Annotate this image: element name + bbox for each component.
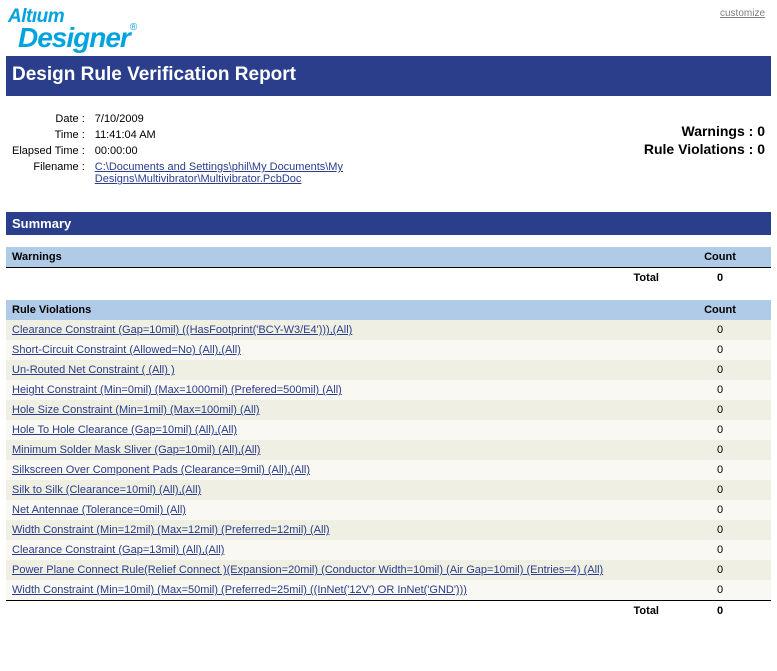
- table-row: Clearance Constraint (Gap=13mil) (All),(…: [6, 540, 771, 560]
- rule-link[interactable]: Hole To Hole Clearance (Gap=10mil) (All)…: [12, 424, 237, 436]
- summary-section-title: Summary: [6, 212, 771, 235]
- altium-logo: Altıum Designer®: [6, 6, 136, 54]
- warnings-stat-label: Warnings :: [682, 123, 754, 139]
- rule-link[interactable]: Minimum Solder Mask Sliver (Gap=10mil) (…: [12, 444, 260, 456]
- warnings-stat-value: 0: [757, 123, 765, 139]
- table-row: Un-Routed Net Constraint ( (All) ) 0: [6, 360, 771, 380]
- report-title: Design Rule Verification Report: [6, 56, 771, 96]
- rule-violations-col-header: Rule Violations: [6, 300, 669, 320]
- date-label: Date :: [8, 112, 89, 126]
- violations-total-label: Total: [6, 601, 669, 622]
- warnings-total-value: 0: [669, 268, 771, 289]
- table-row: Short-Circuit Constraint (Allowed=No) (A…: [6, 340, 771, 360]
- table-row: Hole Size Constraint (Min=1mil) (Max=100…: [6, 400, 771, 420]
- rule-count: 0: [669, 440, 771, 460]
- rule-link[interactable]: Height Constraint (Min=0mil) (Max=1000mi…: [12, 384, 342, 396]
- rule-count: 0: [669, 380, 771, 400]
- elapsed-label: Elapsed Time :: [8, 144, 89, 158]
- warnings-count-header: Count: [669, 247, 771, 268]
- violations-total-value: 0: [669, 601, 771, 622]
- warnings-col-header: Warnings: [6, 247, 669, 268]
- logo-line2: Designer®: [18, 25, 136, 50]
- date-value: 7/10/2009: [91, 112, 399, 126]
- warnings-table: Warnings Count Total 0: [6, 247, 771, 288]
- rule-count: 0: [669, 360, 771, 380]
- table-row: Hole To Hole Clearance (Gap=10mil) (All)…: [6, 420, 771, 440]
- table-row: Width Constraint (Min=10mil) (Max=50mil)…: [6, 580, 771, 601]
- time-label: Time :: [8, 128, 89, 142]
- stats-block: Warnings : 0 Rule Violations : 0: [644, 110, 771, 158]
- warnings-total-label: Total: [6, 268, 669, 289]
- rule-count: 0: [669, 580, 771, 601]
- rule-violations-table: Rule Violations Count Clearance Constrai…: [6, 300, 771, 621]
- rule-violations-count-header: Count: [669, 300, 771, 320]
- violations-stat-label: Rule Violations :: [644, 141, 753, 157]
- rule-count: 0: [669, 400, 771, 420]
- rule-link[interactable]: Net Antennae (Tolerance=0mil) (All): [12, 504, 186, 516]
- rule-count: 0: [669, 540, 771, 560]
- table-row: Width Constraint (Min=12mil) (Max=12mil)…: [6, 520, 771, 540]
- table-row: Power Plane Connect Rule(Relief Connect …: [6, 560, 771, 580]
- rule-count: 0: [669, 480, 771, 500]
- rule-link[interactable]: Width Constraint (Min=12mil) (Max=12mil)…: [12, 524, 330, 536]
- customize-link[interactable]: customize: [720, 6, 771, 19]
- rule-count: 0: [669, 340, 771, 360]
- table-row: Height Constraint (Min=0mil) (Max=1000mi…: [6, 380, 771, 400]
- table-row: Minimum Solder Mask Sliver (Gap=10mil) (…: [6, 440, 771, 460]
- rule-link[interactable]: Clearance Constraint (Gap=10mil) ((HasFo…: [12, 324, 352, 336]
- rule-link[interactable]: Hole Size Constraint (Min=1mil) (Max=100…: [12, 404, 260, 416]
- rule-count: 0: [669, 460, 771, 480]
- table-row: Silkscreen Over Component Pads (Clearanc…: [6, 460, 771, 480]
- filename-link[interactable]: C:\Documents and Settings\phil\My Docume…: [95, 161, 343, 185]
- rule-link[interactable]: Width Constraint (Min=10mil) (Max=50mil)…: [12, 584, 467, 596]
- table-row: Net Antennae (Tolerance=0mil) (All) 0: [6, 500, 771, 520]
- elapsed-value: 00:00:00: [91, 144, 399, 158]
- rule-link[interactable]: Un-Routed Net Constraint ( (All) ): [12, 364, 175, 376]
- table-row: Clearance Constraint (Gap=10mil) ((HasFo…: [6, 320, 771, 340]
- rule-link[interactable]: Power Plane Connect Rule(Relief Connect …: [12, 564, 603, 576]
- filename-label: Filename :: [8, 160, 89, 186]
- time-value: 11:41:04 AM: [91, 128, 399, 142]
- rule-link[interactable]: Clearance Constraint (Gap=13mil) (All),(…: [12, 544, 224, 556]
- rule-link[interactable]: Silkscreen Over Component Pads (Clearanc…: [12, 464, 310, 476]
- rule-count: 0: [669, 320, 771, 340]
- table-row: Silk to Silk (Clearance=10mil) (All),(Al…: [6, 480, 771, 500]
- rule-count: 0: [669, 420, 771, 440]
- violations-stat-value: 0: [757, 141, 765, 157]
- rule-link[interactable]: Short-Circuit Constraint (Allowed=No) (A…: [12, 344, 241, 356]
- rule-count: 0: [669, 560, 771, 580]
- rule-count: 0: [669, 520, 771, 540]
- rule-link[interactable]: Silk to Silk (Clearance=10mil) (All),(Al…: [12, 484, 201, 496]
- rule-count: 0: [669, 500, 771, 520]
- metadata-table: Date : 7/10/2009 Time : 11:41:04 AM Elap…: [6, 110, 401, 188]
